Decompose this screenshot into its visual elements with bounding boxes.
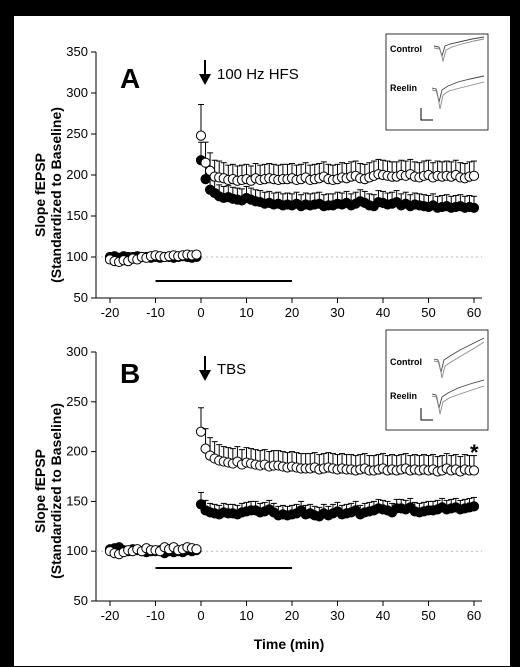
panel-a-xtick-label: 30 bbox=[330, 305, 344, 320]
panel-a-inset: Control Reelin bbox=[385, 33, 489, 131]
panel-a-xtick-label: 20 bbox=[285, 305, 299, 320]
panel-a-point-open bbox=[195, 130, 207, 141]
panel-b-xtick-label: 0 bbox=[197, 608, 204, 623]
panel-b-point-filled bbox=[468, 501, 480, 512]
panel-b-ylabel-line1: Slope fEPSP bbox=[32, 449, 48, 533]
stimulus-arrow-a bbox=[199, 60, 211, 85]
panel-b: B TBS Slope fEPSP (Standardized to Basel… bbox=[32, 329, 489, 652]
panel-a-inset-label-reelin: Reelin bbox=[390, 83, 417, 93]
panel-a-inset-label-control: Control bbox=[390, 44, 422, 54]
panel-b-inset: Control Reelin bbox=[385, 329, 489, 431]
panel-a-ytick-label: 50 bbox=[74, 290, 88, 305]
panel-b-inset-label-reelin: Reelin bbox=[390, 391, 417, 401]
panel-a-point-filled bbox=[468, 202, 480, 213]
panel-a-ytick-label: 100 bbox=[66, 249, 88, 264]
panel-a-point-open bbox=[191, 249, 202, 260]
panel-a-xtick-label: -10 bbox=[146, 305, 165, 320]
panel-b-point-open bbox=[468, 465, 480, 476]
panel-a-point-open bbox=[200, 157, 211, 168]
panel-a-scale-bar bbox=[420, 108, 433, 121]
panel-a-ytick-label: 200 bbox=[66, 167, 88, 182]
panel-b-xtick-label: 20 bbox=[285, 608, 299, 623]
panel-b-ytick-label: 250 bbox=[66, 394, 88, 409]
panel-b-xtick-label: -10 bbox=[146, 608, 165, 623]
panel-a-xtick-label: 60 bbox=[467, 305, 481, 320]
panel-a-trace-control-2 bbox=[433, 38, 485, 63]
panel-a-ylabel-line2: (Standardized to Baseline) bbox=[48, 107, 64, 283]
panel-a-ylabel-line1: Slope fEPSP bbox=[32, 153, 48, 237]
stimulus-arrow-b bbox=[199, 356, 211, 381]
panel-b-xtick-label: 40 bbox=[376, 608, 390, 623]
panel-b-series bbox=[104, 407, 480, 560]
panel-b-trace-control-2 bbox=[433, 341, 485, 379]
panel-a-xtick-label: 40 bbox=[376, 305, 390, 320]
panel-a-series bbox=[104, 103, 480, 268]
panel-b-xtick-label: 10 bbox=[239, 608, 253, 623]
panel-a-point-open bbox=[468, 170, 480, 181]
panel-a-point-filled bbox=[200, 174, 211, 185]
panel-b-xtick-label: -20 bbox=[101, 608, 120, 623]
panel-a-ytick-label: 250 bbox=[66, 126, 88, 141]
panel-a-ytick-label: 350 bbox=[66, 44, 88, 59]
panel-a-trace-reelin-2 bbox=[431, 81, 485, 110]
panel-b-trace-reelin-2 bbox=[431, 385, 485, 415]
panel-b-significance-star: * bbox=[470, 440, 479, 465]
panel-b-stimulus-label: TBS bbox=[217, 361, 246, 378]
panel-b-xtick-label: 60 bbox=[467, 608, 481, 623]
panel-a-xtick-label: 0 bbox=[197, 305, 204, 320]
panel-b-letter: B bbox=[120, 358, 140, 389]
panel-a-xtick-label: -20 bbox=[101, 305, 120, 320]
panel-b-ylabel-line2: (Standardized to Baseline) bbox=[48, 403, 64, 579]
panel-a-ticks: -20 -10 0 10 20 30 40 50 60 50 100 150 200 250 300 350 bbox=[66, 44, 481, 320]
panel-b-point-open bbox=[191, 544, 202, 555]
panel-b-ytick-label: 300 bbox=[66, 344, 88, 359]
panel-a: A 100 Hz HFS Slope fEPSP (Standardized t… bbox=[32, 33, 489, 320]
panel-b-xlabel: Time (min) bbox=[254, 636, 325, 652]
panel-b-xtick-label: 30 bbox=[330, 608, 344, 623]
panel-a-letter: A bbox=[120, 63, 140, 94]
panel-b-ytick-label: 150 bbox=[66, 493, 88, 508]
panel-a-ytick-label: 150 bbox=[66, 208, 88, 223]
panel-a-ytick-label: 300 bbox=[66, 85, 88, 100]
panel-b-inset-label-control: Control bbox=[390, 357, 422, 367]
panel-b-scale-bar bbox=[420, 408, 433, 421]
panel-a-stimulus-label: 100 Hz HFS bbox=[217, 66, 299, 83]
panel-b-xtick-label: 50 bbox=[421, 608, 435, 623]
panel-a-xtick-label: 50 bbox=[421, 305, 435, 320]
panel-b-ytick-label: 200 bbox=[66, 444, 88, 459]
panel-a-xtick-label: 10 bbox=[239, 305, 253, 320]
panel-b-ticks: -20 -10 0 10 20 30 40 50 60 50 100 150 200 250 300 bbox=[66, 344, 481, 623]
panel-b-ytick-label: 100 bbox=[66, 543, 88, 558]
figure-panel: A 100 Hz HFS Slope fEPSP (Standardized t… bbox=[14, 16, 510, 666]
figure-svg: A 100 Hz HFS Slope fEPSP (Standardized t… bbox=[32, 33, 489, 652]
panel-b-ytick-label: 50 bbox=[74, 593, 88, 608]
